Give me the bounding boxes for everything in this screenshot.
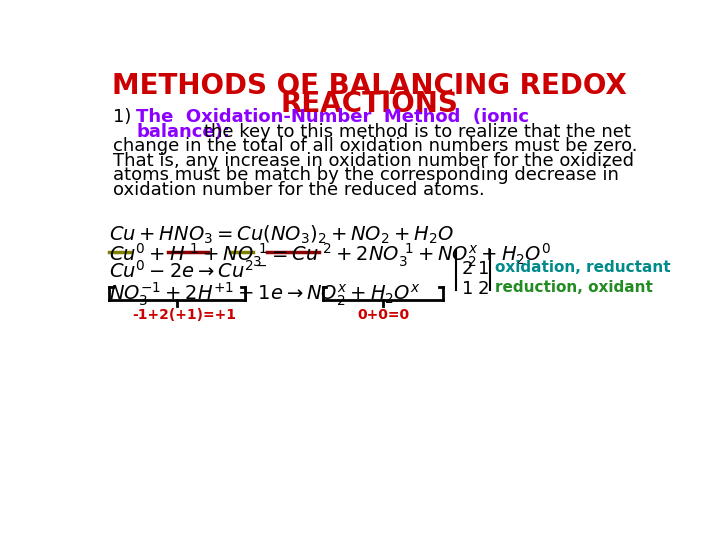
Text: -1+2(+1)=+1: -1+2(+1)=+1 (132, 308, 237, 322)
Text: change in the total of all oxidation numbers must be zero.: change in the total of all oxidation num… (113, 137, 638, 155)
Text: 2: 2 (462, 260, 474, 278)
Text: reduction, oxidant: reduction, oxidant (495, 280, 652, 295)
Text: REACTIONS: REACTIONS (280, 90, 458, 118)
Text: balance):: balance): (137, 123, 230, 140)
Text: The  Oxidation-Number  Method  (ionic: The Oxidation-Number Method (ionic (137, 108, 529, 126)
Text: $Cu^0 - 2e \rightarrow Cu^{2-}$: $Cu^0 - 2e \rightarrow Cu^{2-}$ (109, 260, 268, 282)
Text: $Cu + HNO_3 = Cu(NO_3)_2 + NO_2 + H_2O$: $Cu + HNO_3 = Cu(NO_3)_2 + NO_2 + H_2O$ (109, 224, 454, 246)
Text: 0+0=0: 0+0=0 (357, 308, 410, 322)
Text: oxidation number for the reduced atoms.: oxidation number for the reduced atoms. (113, 181, 485, 199)
Text: 1: 1 (462, 280, 473, 298)
Text: 2: 2 (477, 280, 489, 298)
Text: That is, any increase in oxidation number for the oxidized: That is, any increase in oxidation numbe… (113, 152, 634, 170)
Text: atoms must be match by the corresponding decrease in: atoms must be match by the corresponding… (113, 166, 619, 185)
Text: $NO_3^{-1} + 2H^{+1} + 1e \rightarrow NO_2^x + H_2O^x$: $NO_3^{-1} + 2H^{+1} + 1e \rightarrow NO… (109, 280, 421, 308)
Text: 1: 1 (477, 260, 489, 278)
Text: oxidation, reductant: oxidation, reductant (495, 260, 670, 275)
Text: METHODS OF BALANCING REDOX: METHODS OF BALANCING REDOX (112, 72, 626, 100)
Text: $Cu^{0} + H^{\ 1} + NO_3^{\ 1} = Cu^{\ 2} + 2NO_3^{\ 1} + NO_2^x + H_2O^0$: $Cu^{0} + H^{\ 1} + NO_3^{\ 1} = Cu^{\ 2… (109, 242, 552, 269)
Text: the key to this method is to realize that the net: the key to this method is to realize tha… (204, 123, 631, 140)
Text: 1): 1) (113, 108, 132, 126)
